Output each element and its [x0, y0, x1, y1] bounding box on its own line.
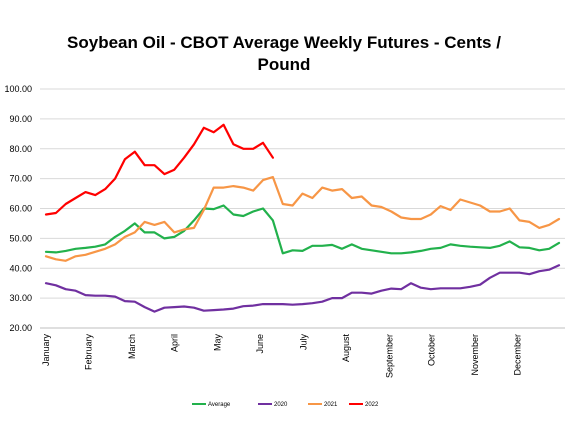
x-tick-label: September [384, 334, 394, 378]
chart-title-line-1: Soybean Oil - CBOT Average Weekly Future… [67, 33, 501, 52]
x-tick-label: May [213, 334, 223, 352]
x-tick-label: November [470, 334, 480, 376]
y-tick-label: 80.00 [9, 144, 32, 154]
y-tick-label: 20.00 [9, 323, 32, 333]
series-line-2021 [44, 176, 561, 262]
series-line-average [44, 204, 561, 255]
x-axis-tick-labels: January February March April May June July Augu… [41, 334, 523, 379]
y-tick-label: 70.00 [9, 174, 32, 184]
legend-label-2020: 2020 [274, 402, 288, 408]
gridlines [40, 88, 565, 329]
x-tick-label: October [427, 334, 437, 366]
legend: Average 2020 2021 2022 [192, 402, 379, 408]
x-tick-label: February [83, 334, 93, 371]
y-tick-label: 100.00 [4, 84, 32, 94]
chart-title-line-2: Pound [258, 55, 311, 74]
legend-label-2022: 2022 [365, 402, 379, 408]
x-tick-label: December [513, 334, 523, 376]
x-tick-label: April [169, 334, 179, 352]
legend-label-2021: 2021 [324, 402, 338, 408]
series-lines [44, 123, 561, 313]
series-line-2020 [44, 264, 561, 313]
x-tick-label: January [41, 334, 51, 367]
y-tick-label: 40.00 [9, 263, 32, 273]
series-line-2022 [44, 123, 274, 216]
legend-label-average: Average [208, 402, 231, 408]
y-tick-label: 60.00 [9, 204, 32, 214]
y-tick-label: 50.00 [9, 233, 32, 243]
x-tick-label: June [255, 334, 265, 354]
y-tick-label: 90.00 [9, 114, 32, 124]
y-tick-label: 30.00 [9, 293, 32, 303]
x-tick-label: March [127, 334, 137, 359]
y-axis-tick-labels: 20.00 30.00 40.00 50.00 60.00 70.00 80.00 90.00… [4, 84, 32, 333]
x-tick-label: July [298, 334, 308, 351]
x-tick-label: August [341, 334, 351, 363]
